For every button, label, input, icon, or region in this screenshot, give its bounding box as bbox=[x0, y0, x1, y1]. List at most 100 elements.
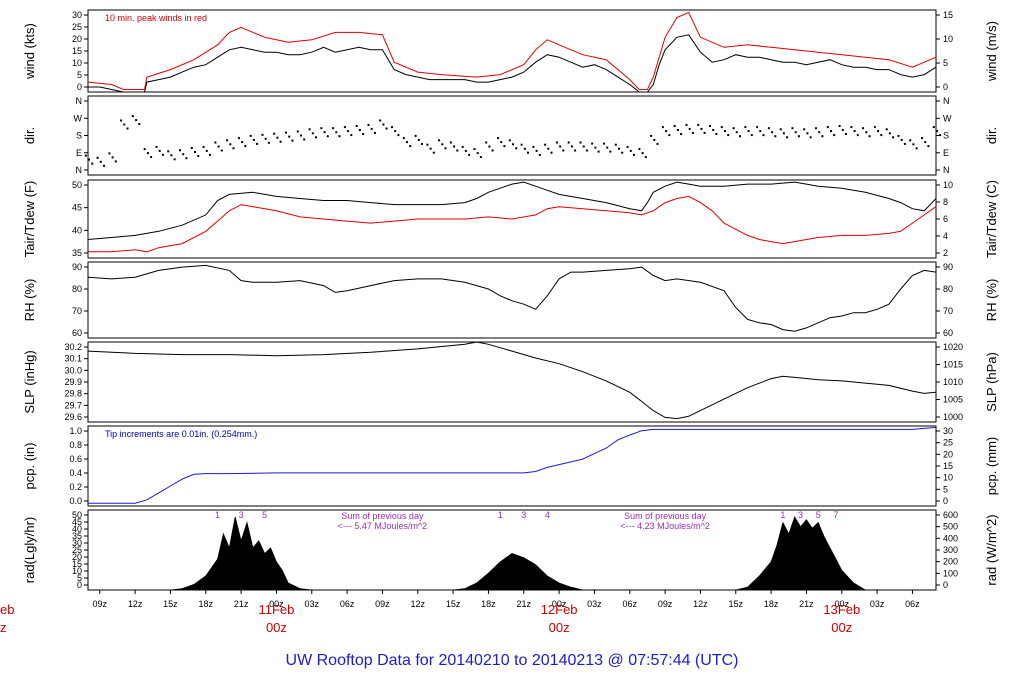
panel-frame bbox=[87, 341, 937, 423]
series-point bbox=[138, 123, 141, 126]
panel-temp: 35 40 45 50 2 4 6 8 10 Tair/Tdew (F) Tair/Tdew (C) bbox=[22, 179, 999, 259]
series-point bbox=[774, 135, 777, 138]
series-point bbox=[308, 128, 311, 131]
series-point bbox=[385, 127, 388, 130]
series-point bbox=[291, 139, 294, 142]
right-tick-label: S bbox=[943, 131, 949, 141]
left-tick-label: 0.4 bbox=[69, 468, 82, 478]
series-point bbox=[479, 156, 482, 159]
time-tick-label: 21z bbox=[799, 599, 814, 609]
series-point bbox=[594, 146, 597, 149]
series-point bbox=[606, 146, 609, 149]
series-point bbox=[555, 141, 558, 144]
series-point bbox=[185, 157, 188, 160]
hour-mark: 5 bbox=[816, 510, 821, 520]
series-point bbox=[909, 139, 912, 142]
right-tick-label: N bbox=[943, 165, 950, 175]
y-axis-label-left: wind (kts) bbox=[22, 23, 37, 80]
series-line bbox=[88, 34, 937, 93]
series-point bbox=[550, 151, 553, 154]
series-point bbox=[644, 156, 647, 159]
series-point bbox=[885, 128, 888, 131]
left-tick-label: 0 bbox=[77, 82, 82, 92]
series-point bbox=[315, 136, 317, 139]
series-point bbox=[856, 134, 859, 137]
series-point bbox=[512, 143, 514, 146]
right-tick-label: 500 bbox=[943, 522, 958, 532]
series-point bbox=[429, 147, 432, 150]
series-point bbox=[279, 140, 282, 143]
series-point bbox=[358, 129, 361, 131]
left-tick-label: 30 bbox=[72, 538, 82, 548]
series-point bbox=[488, 145, 491, 148]
series-point bbox=[417, 138, 420, 141]
series-point bbox=[767, 127, 770, 130]
right-tick-label: W bbox=[943, 113, 952, 123]
series-point bbox=[135, 119, 138, 122]
left-tick-label: 29.9 bbox=[64, 377, 82, 387]
series-point bbox=[782, 132, 785, 135]
left-tick-label: 0.8 bbox=[69, 440, 82, 450]
series-point bbox=[414, 134, 417, 137]
date-label: 11Feb bbox=[258, 602, 294, 617]
panel-slp: 29.6 29.729.8 29.9 30.030.1 30.2 1000 1005 1010… bbox=[22, 341, 999, 423]
series-point bbox=[338, 135, 341, 138]
left-tick-label: 0.6 bbox=[69, 454, 82, 464]
left-tick-label: 29.6 bbox=[64, 412, 82, 422]
series-point bbox=[570, 145, 573, 148]
series-point bbox=[574, 149, 577, 152]
right-tick-label: 1010 bbox=[943, 377, 963, 387]
series-point bbox=[703, 131, 706, 134]
left-tick-label: 70 bbox=[72, 306, 82, 316]
series-point bbox=[591, 142, 594, 145]
series-point bbox=[633, 153, 635, 156]
left-tick-label: 45 bbox=[72, 517, 82, 527]
time-tick-label: 09z bbox=[375, 599, 390, 609]
right-tick-label: 4 bbox=[943, 231, 948, 241]
series-point bbox=[582, 145, 585, 148]
series-point bbox=[453, 145, 456, 148]
series-point bbox=[473, 148, 476, 151]
series-point bbox=[249, 134, 252, 137]
right-tick-label: 8 bbox=[943, 197, 948, 207]
series-point bbox=[167, 150, 170, 153]
series-point bbox=[143, 148, 146, 151]
y-axis-label-left: dir. bbox=[22, 127, 37, 144]
hour-mark: 3 bbox=[521, 510, 526, 520]
series-point bbox=[535, 149, 538, 152]
series-point bbox=[520, 143, 523, 146]
left-tick-label: 60 bbox=[72, 328, 82, 338]
series-point bbox=[276, 136, 279, 139]
series-point bbox=[697, 123, 700, 126]
series-point bbox=[461, 145, 464, 148]
time-tick-label: 03z bbox=[587, 599, 602, 609]
series-point bbox=[676, 129, 679, 131]
right-tick-label: 25 bbox=[943, 438, 953, 448]
series-point bbox=[685, 123, 688, 126]
series-point bbox=[155, 145, 158, 148]
series-point bbox=[476, 152, 479, 155]
series-point bbox=[927, 145, 930, 148]
series-point bbox=[197, 155, 200, 157]
time-tick-label: 12z bbox=[693, 599, 708, 609]
date-hour-label: 00z bbox=[831, 620, 852, 635]
date-hour-label: 00z bbox=[549, 620, 570, 635]
series-point bbox=[744, 126, 747, 129]
series-point bbox=[503, 145, 506, 148]
series-point bbox=[650, 134, 653, 137]
left-tick-label: 25 bbox=[72, 22, 82, 32]
series-point bbox=[638, 148, 641, 151]
series-point bbox=[809, 136, 812, 139]
series-point bbox=[194, 151, 196, 153]
series-point bbox=[544, 143, 547, 146]
series-point bbox=[131, 115, 134, 118]
series-point bbox=[311, 132, 314, 135]
series-point bbox=[621, 151, 624, 154]
series-point bbox=[114, 160, 117, 163]
right-tick-label: 20 bbox=[943, 449, 953, 459]
hour-mark: 7 bbox=[833, 510, 838, 520]
series-point bbox=[897, 134, 900, 137]
series-point bbox=[939, 134, 942, 137]
time-tick-label: 06z bbox=[905, 599, 920, 609]
